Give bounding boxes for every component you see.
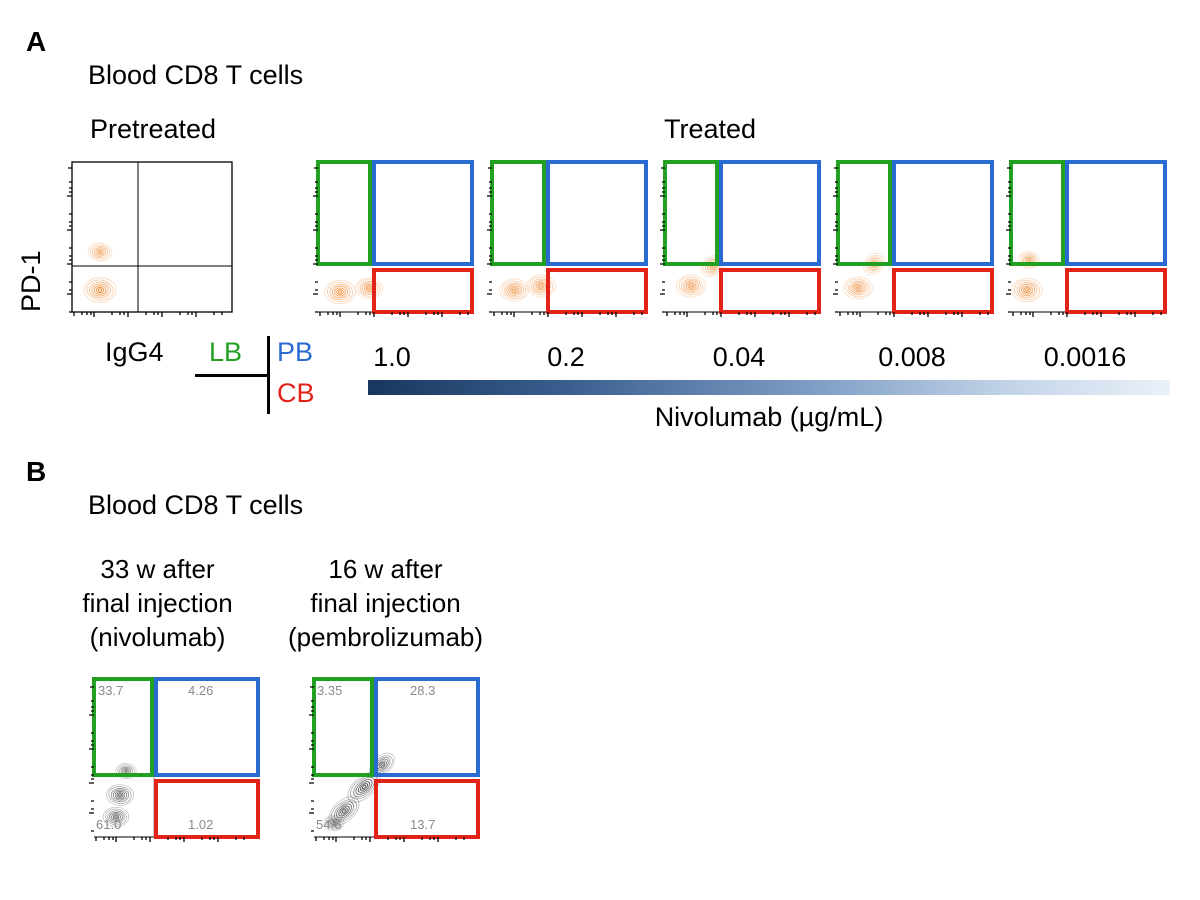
column1-line2: final injection [82, 588, 233, 618]
contour-cluster [843, 276, 873, 300]
concentration-gradient-bar [368, 380, 1170, 395]
contour-cluster [526, 274, 556, 298]
panelb-flow-plot-1: 33.7 4.26 61.0 1.02 [88, 677, 260, 843]
column1-line1: 33 w after [100, 554, 215, 584]
quadrant-value-bottom-left: 54.6 [316, 817, 341, 832]
column2-line2: final injection [310, 588, 461, 618]
quadrant-value-top-left: 3.35 [317, 683, 342, 698]
cb-gate [719, 268, 821, 314]
treated-flow-plot-3 [659, 160, 821, 318]
concentration-label-5: 0.0016 [1043, 342, 1127, 372]
legend-lb-label: LB [209, 337, 243, 367]
quadrant-value-top-right: 28.3 [410, 683, 435, 698]
treated-flow-plot-2 [486, 160, 648, 318]
cb-gate [892, 268, 994, 314]
contour-cluster [87, 242, 113, 262]
quadrant-value-top-right: 4.26 [188, 683, 213, 698]
x-axis-label-igg4: IgG4 [105, 337, 164, 367]
concentration-label-1: 1.0 [373, 342, 411, 372]
column2-header: 16 w after final injection (pembrolizuma… [268, 552, 503, 654]
concentration-label-3: 0.04 [712, 342, 766, 372]
panel-a-label: A [26, 26, 47, 57]
legend-vertical-divider [267, 336, 270, 414]
quadrant-value-bottom-right: 13.7 [410, 817, 435, 832]
lb-gate [1009, 160, 1065, 266]
lb-gate [312, 677, 374, 777]
pb-gate [892, 160, 994, 266]
y-axis-label-pd1: PD-1 [16, 250, 46, 312]
treated-flow-plot-5 [1005, 160, 1167, 318]
pb-gate [1065, 160, 1167, 266]
pretreated-label: Pretreated [90, 114, 217, 144]
pb-gate [154, 677, 260, 777]
lb-gate [92, 677, 154, 777]
contour-cluster [676, 274, 706, 298]
quadrant-value-bottom-left: 61.0 [96, 817, 121, 832]
pb-gate [372, 160, 474, 266]
lb-gate [490, 160, 546, 266]
contour-cluster [499, 278, 529, 302]
plot-frame [71, 161, 233, 313]
concentration-label-4: 0.008 [878, 342, 946, 372]
legend-cb-label: CB [277, 378, 315, 408]
lb-gate [836, 160, 892, 266]
panel-b-label: B [26, 456, 47, 487]
contour-cluster [324, 279, 356, 305]
cb-gate [154, 779, 260, 839]
panelb-flow-plot-2: 3.35 28.3 54.6 13.7 [308, 677, 480, 843]
cb-gate [372, 268, 474, 314]
column2-line3: (pembrolizumab) [287, 622, 484, 652]
lb-gate [316, 160, 372, 266]
contour-cluster [1011, 277, 1043, 303]
pb-gate [719, 160, 821, 266]
cb-gate [546, 268, 648, 314]
pb-gate [546, 160, 648, 266]
gate-legend: LB PB CB [195, 336, 315, 414]
pb-gate [374, 677, 480, 777]
quadrant-value-bottom-right: 1.02 [188, 817, 213, 832]
contour-cluster [83, 277, 117, 303]
cb-gate [374, 779, 480, 839]
gradient-axis-label: Nivolumab (µg/mL) [654, 402, 884, 432]
lb-gate [663, 160, 719, 266]
column2-line1: 16 w after [328, 554, 443, 584]
quadrant-value-top-left: 33.7 [98, 683, 123, 698]
column1-line3: (nivolumab) [89, 622, 226, 652]
contour-cluster [354, 277, 384, 299]
concentration-label-2: 0.2 [547, 342, 585, 372]
cb-gate [1065, 268, 1167, 314]
column1-header: 33 w after final injection (nivolumab) [50, 552, 265, 654]
treated-flow-plot-1 [312, 160, 474, 318]
y-axis-ticks [66, 167, 73, 313]
legend-pb-label: PB [277, 337, 314, 367]
panel-a-title: Blood CD8 T cells [88, 60, 304, 90]
x-axis-ticks [73, 311, 223, 318]
pretreated-flow-plot [66, 161, 233, 318]
panel-b-title: Blood CD8 T cells [88, 490, 304, 520]
treated-label: Treated [663, 114, 757, 144]
treated-flow-plot-4 [832, 160, 994, 318]
contour-cluster [106, 784, 135, 806]
legend-horizontal-divider [195, 374, 267, 377]
